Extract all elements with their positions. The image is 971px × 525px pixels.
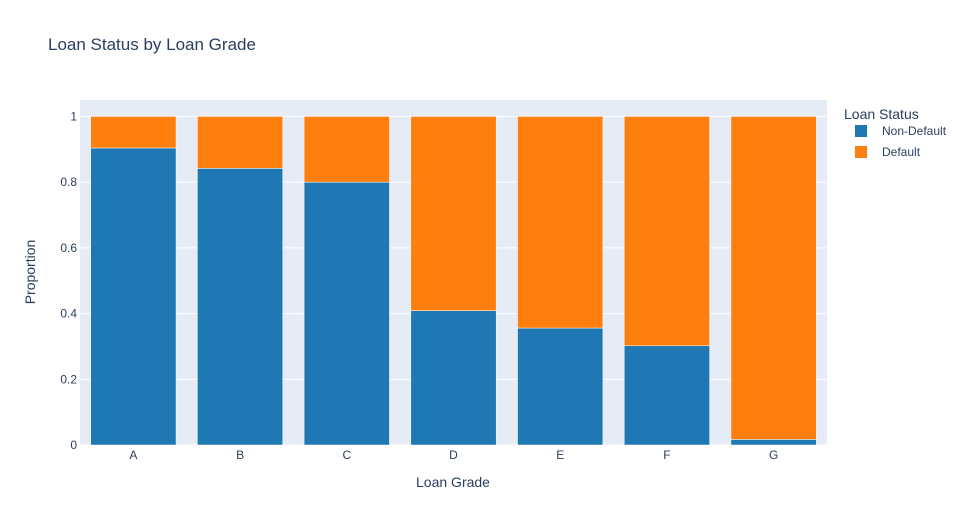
y-tick-label: 0.4 — [60, 307, 77, 321]
y-tick-label: 0.2 — [60, 372, 77, 386]
chart-title: Loan Status by Loan Grade — [48, 35, 256, 54]
x-tick-label: G — [769, 448, 778, 462]
legend-swatch — [855, 125, 867, 137]
legend-title: Loan Status — [844, 106, 919, 122]
bar-non-default-f[interactable] — [623, 345, 710, 446]
y-tick-label: 0.6 — [60, 241, 77, 255]
bar-default-e[interactable] — [517, 116, 604, 329]
bar-default-b[interactable] — [197, 116, 284, 169]
bar-non-default-a[interactable] — [90, 147, 177, 446]
x-tick-label: D — [449, 448, 458, 462]
legend-label: Non-Default — [882, 124, 947, 138]
x-axis-title: Loan Grade — [416, 474, 490, 490]
legend-item-default[interactable]: Default — [855, 145, 921, 159]
legend: Loan Status Non-Default Default — [844, 106, 947, 159]
bar-default-g[interactable] — [730, 116, 817, 440]
bar-non-default-e[interactable] — [517, 327, 604, 446]
bar-non-default-c[interactable] — [303, 181, 390, 446]
bar-non-default-b[interactable] — [197, 168, 284, 446]
bar-non-default-g[interactable] — [730, 439, 817, 446]
legend-label: Default — [882, 145, 921, 159]
y-tick-label: 0.8 — [60, 175, 77, 189]
x-tick-label: A — [129, 448, 137, 462]
bars — [90, 116, 817, 446]
y-tick-label: 0 — [70, 438, 77, 452]
bar-default-f[interactable] — [623, 116, 710, 347]
y-axis-ticks: 0 0.2 0.4 0.6 0.8 1 — [60, 109, 77, 452]
bar-non-default-d[interactable] — [410, 310, 497, 446]
y-axis-title: Proportion — [22, 240, 38, 305]
bar-default-c[interactable] — [303, 116, 390, 183]
legend-swatch — [855, 146, 867, 158]
y-tick-label: 1 — [70, 109, 77, 123]
x-tick-label: B — [236, 448, 244, 462]
legend-item-non-default[interactable]: Non-Default — [855, 124, 947, 138]
x-tick-label: E — [556, 448, 564, 462]
x-tick-label: C — [342, 448, 351, 462]
bar-default-d[interactable] — [410, 116, 497, 311]
x-tick-label: F — [663, 448, 670, 462]
x-axis-ticks: A B C D E F G — [129, 448, 778, 462]
bar-default-a[interactable] — [90, 116, 177, 149]
